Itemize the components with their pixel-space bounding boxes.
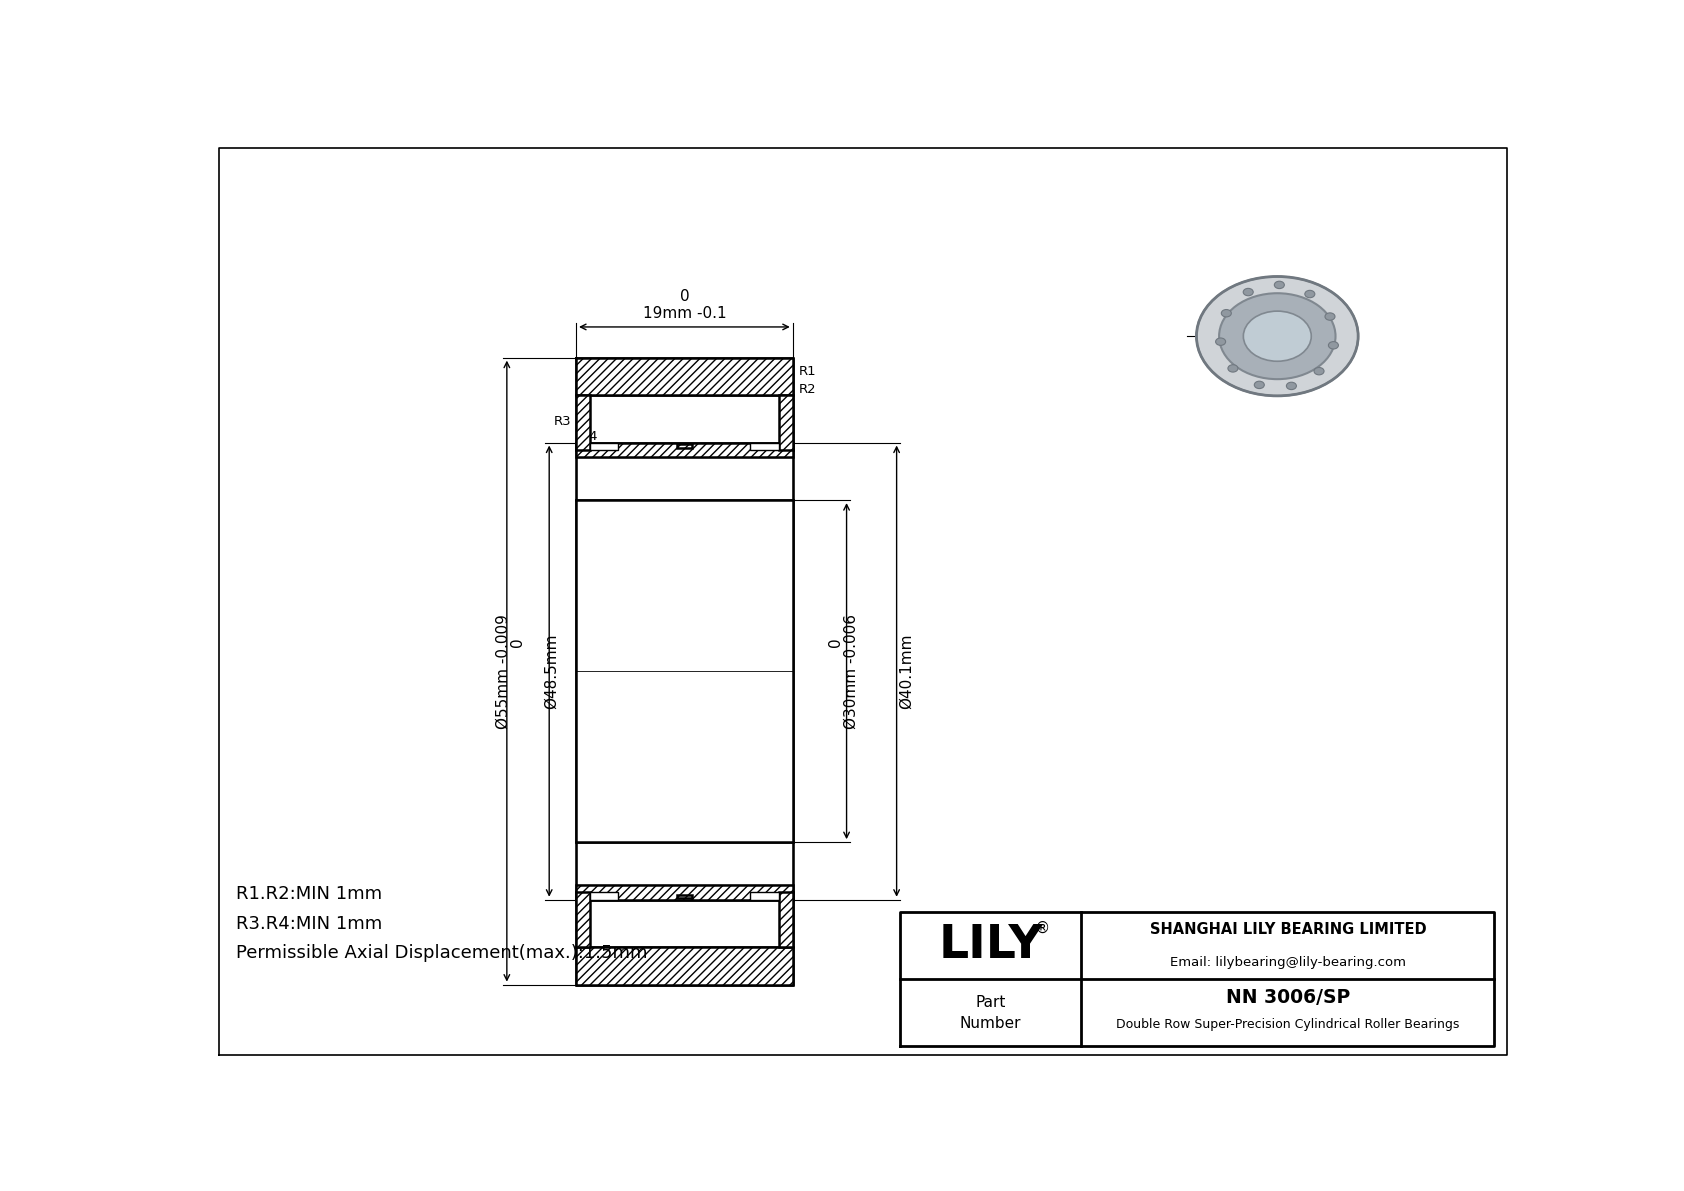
Polygon shape — [677, 444, 692, 448]
Polygon shape — [576, 500, 793, 842]
Text: Permissible Axial Displacement(max.):1.5mm: Permissible Axial Displacement(max.):1.5… — [236, 944, 648, 962]
Ellipse shape — [1216, 338, 1226, 345]
Ellipse shape — [1228, 364, 1238, 372]
Polygon shape — [576, 357, 793, 394]
Polygon shape — [778, 394, 793, 450]
Text: ®: ® — [1036, 921, 1051, 936]
Text: R3: R3 — [554, 414, 571, 428]
Ellipse shape — [1329, 342, 1339, 349]
Text: 0: 0 — [680, 289, 689, 304]
Text: Ø30mm -0.006: Ø30mm -0.006 — [844, 613, 859, 729]
Text: 19mm -0.1: 19mm -0.1 — [643, 306, 726, 320]
Polygon shape — [778, 892, 793, 948]
Ellipse shape — [1287, 382, 1297, 389]
Text: R3.R4:MIN 1mm: R3.R4:MIN 1mm — [236, 915, 382, 933]
Polygon shape — [589, 450, 778, 892]
Polygon shape — [576, 394, 589, 450]
Ellipse shape — [1243, 311, 1312, 361]
Ellipse shape — [1255, 381, 1265, 388]
Text: R4: R4 — [581, 430, 598, 443]
Polygon shape — [677, 894, 692, 898]
Text: Ø55mm -0.009: Ø55mm -0.009 — [495, 613, 510, 729]
Polygon shape — [576, 892, 589, 948]
Text: 0: 0 — [829, 637, 844, 647]
Text: NN 3006/SP: NN 3006/SP — [1226, 987, 1351, 1006]
Polygon shape — [751, 892, 778, 899]
Text: 0: 0 — [510, 637, 525, 647]
Polygon shape — [589, 443, 618, 450]
Text: LILY: LILY — [938, 923, 1042, 968]
Polygon shape — [576, 457, 793, 885]
Polygon shape — [576, 948, 793, 985]
Ellipse shape — [1275, 281, 1285, 288]
Polygon shape — [576, 885, 793, 899]
Polygon shape — [751, 443, 778, 450]
Text: R2: R2 — [798, 382, 817, 395]
Ellipse shape — [1221, 310, 1231, 317]
Text: R1.R2:MIN 1mm: R1.R2:MIN 1mm — [236, 885, 382, 904]
Text: Double Row Super-Precision Cylindrical Roller Bearings: Double Row Super-Precision Cylindrical R… — [1116, 1018, 1460, 1031]
Text: Email: lilybearing@lily-bearing.com: Email: lilybearing@lily-bearing.com — [1170, 955, 1406, 968]
Polygon shape — [576, 443, 793, 457]
Ellipse shape — [1325, 313, 1335, 320]
Ellipse shape — [1314, 368, 1324, 375]
Ellipse shape — [1305, 291, 1315, 298]
Text: R1: R1 — [798, 366, 817, 378]
Text: Part
Number: Part Number — [960, 994, 1022, 1030]
Text: Ø40.1mm: Ø40.1mm — [899, 634, 914, 709]
Text: Ø48.5mm: Ø48.5mm — [544, 634, 559, 709]
Text: SHANGHAI LILY BEARING LIMITED: SHANGHAI LILY BEARING LIMITED — [1150, 922, 1426, 936]
Ellipse shape — [1219, 293, 1335, 379]
Ellipse shape — [1243, 288, 1253, 295]
Ellipse shape — [1196, 276, 1359, 395]
Polygon shape — [589, 892, 618, 899]
